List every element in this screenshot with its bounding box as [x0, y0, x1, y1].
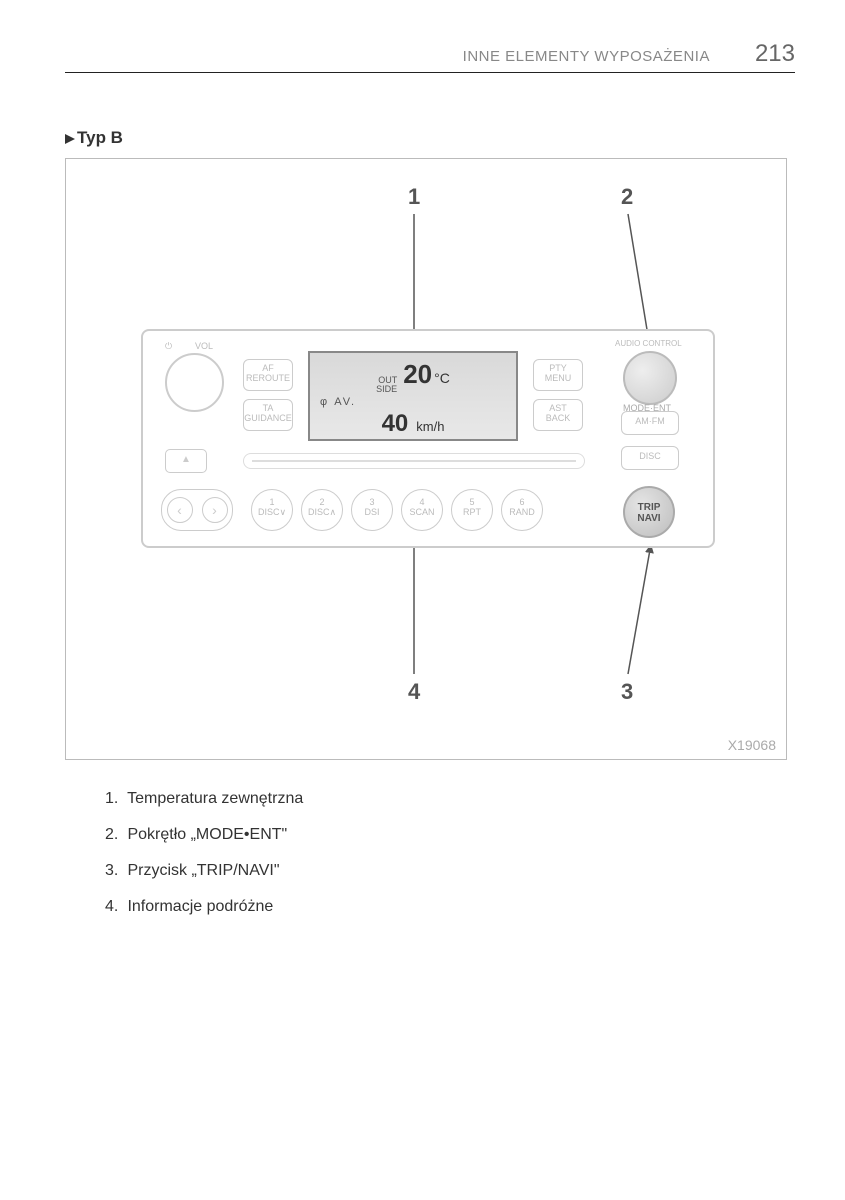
- speed-value: 40: [382, 410, 409, 438]
- preset-4: 4 SCAN: [401, 489, 443, 531]
- figure-frame: 1 2 3 4 ⏻ VOL AF REROUTE TA GUIDANC: [65, 158, 787, 760]
- legend-item: 1. Temperatura zewnętrzna: [105, 790, 795, 808]
- callout-3: 3: [621, 679, 633, 705]
- outside-label: OUT SIDE: [376, 376, 397, 394]
- radio-unit: ⏻ VOL AF REROUTE TA GUIDANCE OUT SIDE 20…: [141, 329, 715, 548]
- nav-left: ‹: [167, 497, 193, 523]
- pty-button: PTY MENU: [533, 359, 583, 391]
- audio-control-label: AUDIO CONTROL: [615, 339, 682, 348]
- page-number: 213: [755, 40, 795, 68]
- arrow-icon: [65, 134, 75, 144]
- mid-line: φ AV.: [320, 396, 506, 408]
- temp-value: 20: [403, 359, 432, 390]
- nav-right: ›: [202, 497, 228, 523]
- preset-2: 2 DISC∧: [301, 489, 343, 531]
- image-code: X19068: [728, 737, 776, 753]
- temp-unit: °C: [434, 370, 450, 386]
- legend-list: 1. Temperatura zewnętrzna 2. Pokrętło „M…: [65, 790, 795, 916]
- eject-button: ▲: [165, 449, 207, 473]
- disc-button: DISC: [621, 446, 679, 470]
- trip-navi-button: TRIP NAVI: [623, 486, 675, 538]
- preset-6: 6 RAND: [501, 489, 543, 531]
- subheading: Typ B: [65, 128, 795, 148]
- legend-item: 2. Pokrętło „MODE•ENT": [105, 826, 795, 844]
- subhead-text: Typ B: [77, 128, 123, 147]
- section-title: INNE ELEMENTY WYPOSAŻENIA: [463, 48, 710, 65]
- mode-knob: [623, 351, 677, 405]
- display-screen: OUT SIDE 20 °C φ AV. 40 km/h: [308, 351, 518, 441]
- volume-knob: [165, 353, 224, 412]
- vol-label: VOL: [195, 341, 213, 351]
- preset-3: 3 DSI: [351, 489, 393, 531]
- preset-1: 1 DISC∨: [251, 489, 293, 531]
- cd-slot: [243, 453, 585, 469]
- speed-unit: km/h: [416, 419, 444, 434]
- callout-2: 2: [621, 184, 633, 210]
- callout-1: 1: [408, 184, 420, 210]
- preset-5: 5 RPT: [451, 489, 493, 531]
- amfm-button: AM·FM: [621, 411, 679, 435]
- legend-item: 4. Informacje podróżne: [105, 898, 795, 916]
- power-icon: ⏻: [165, 341, 172, 352]
- legend-item: 3. Przycisk „TRIP/NAVI": [105, 862, 795, 880]
- page-header: INNE ELEMENTY WYPOSAŻENIA 213: [65, 40, 795, 73]
- af-button: AF REROUTE: [243, 359, 293, 391]
- ta-button: TA GUIDANCE: [243, 399, 293, 431]
- callout-4: 4: [408, 679, 420, 705]
- nav-buttons: ‹ ›: [161, 489, 233, 531]
- ast-button: AST BACK: [533, 399, 583, 431]
